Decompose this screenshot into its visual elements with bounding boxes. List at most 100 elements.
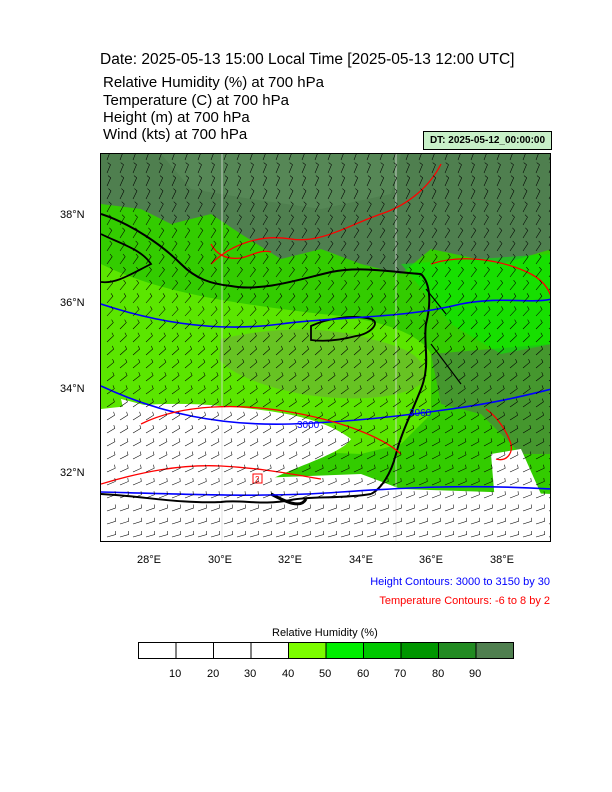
wind-barb xyxy=(418,464,428,473)
wind-barb xyxy=(236,385,245,395)
wind-barb xyxy=(210,240,217,252)
wind-barb xyxy=(405,188,411,200)
wind-barb xyxy=(301,385,310,395)
wind-barb xyxy=(288,464,298,473)
wind-barb xyxy=(262,411,271,421)
wind-barb xyxy=(262,162,267,174)
wind-barb xyxy=(457,530,467,538)
wind-barb xyxy=(522,517,532,525)
wind-barb xyxy=(171,372,180,382)
wind-barb xyxy=(236,451,246,460)
wind-barb xyxy=(444,398,453,408)
wind-barb xyxy=(275,293,283,304)
wind-barb xyxy=(444,504,454,512)
colorbar-box-8 xyxy=(438,642,477,659)
wind-barb xyxy=(496,504,506,512)
wind-barb xyxy=(171,175,177,187)
wind-barb xyxy=(197,227,204,239)
wind-barb xyxy=(106,398,115,408)
wind-barb xyxy=(392,154,396,161)
wind-barb xyxy=(353,201,359,213)
wind-barb xyxy=(210,345,219,356)
wind-barb xyxy=(496,293,504,304)
wind-barb xyxy=(301,253,308,265)
wind-barb xyxy=(327,293,335,304)
wind-barb xyxy=(106,438,116,447)
wind-barb xyxy=(249,293,257,304)
wind-barb xyxy=(106,240,113,252)
wind-barb xyxy=(145,504,155,512)
wind-barb xyxy=(496,425,506,434)
wind-barb xyxy=(236,227,243,239)
wind-barb xyxy=(301,425,311,434)
wind-barb xyxy=(509,306,517,317)
wind-barb xyxy=(106,372,115,382)
wind-barb xyxy=(366,438,376,447)
rh-region-dry-west xyxy=(121,399,196,426)
wind-barb xyxy=(522,266,529,278)
wind-barb xyxy=(236,504,246,512)
wind-barb xyxy=(405,332,413,343)
wind-barb xyxy=(405,345,414,356)
wind-barb xyxy=(145,425,155,434)
wind-barb xyxy=(288,266,295,278)
wind-barb xyxy=(392,240,399,252)
wind-barb xyxy=(236,306,244,317)
wind-barb xyxy=(444,358,453,369)
wind-barb xyxy=(340,451,350,460)
temp-contour-north xyxy=(210,163,442,265)
wind-barb xyxy=(483,332,491,343)
colorbar-label-10: 10 xyxy=(169,668,182,680)
wind-barb xyxy=(301,491,311,499)
wind-barb xyxy=(106,188,112,200)
wind-barb xyxy=(171,306,179,317)
wind-barb xyxy=(509,425,519,434)
wind-barb xyxy=(249,358,258,369)
wind-barb xyxy=(210,464,220,473)
colorbar-label-20: 20 xyxy=(207,668,220,680)
wind-barb xyxy=(483,253,490,265)
wind-barb xyxy=(496,214,502,226)
wind-barb xyxy=(249,345,258,356)
wind-barb xyxy=(210,154,214,161)
wind-barb xyxy=(314,345,323,356)
wind-barb xyxy=(275,517,285,525)
lon-label-34e: 34°E xyxy=(349,554,373,566)
wind-barb xyxy=(236,517,246,525)
colorbar-box-3 xyxy=(250,642,289,659)
wind-barb xyxy=(470,175,476,187)
wind-barb xyxy=(470,162,475,174)
wind-barb xyxy=(145,253,152,265)
wind-barb xyxy=(184,385,193,395)
wind-barb xyxy=(132,188,138,200)
wind-barb xyxy=(314,175,320,187)
wind-barb xyxy=(470,214,476,226)
wind-barb xyxy=(444,464,454,473)
wind-barb xyxy=(483,240,490,252)
wind-barb xyxy=(366,345,375,356)
wind-barb xyxy=(288,411,297,421)
wind-barb xyxy=(340,345,349,356)
wind-barb xyxy=(236,477,246,486)
wind-barb xyxy=(509,240,516,252)
wind-barb xyxy=(236,240,243,252)
wind-barb xyxy=(366,332,374,343)
wind-barb xyxy=(275,398,284,408)
wind-barb xyxy=(158,154,162,161)
wind-barb xyxy=(314,517,324,525)
wind-barb xyxy=(392,253,399,265)
wind-barb xyxy=(262,491,272,499)
wind-barb xyxy=(522,162,527,174)
wind-barb xyxy=(327,491,337,499)
wind-barb xyxy=(132,293,140,304)
wind-barb xyxy=(509,464,519,473)
wind-barb xyxy=(314,504,324,512)
wind-barb xyxy=(288,477,298,486)
wind-barb xyxy=(158,491,168,499)
wind-barb xyxy=(327,358,336,369)
wind-barb xyxy=(197,464,207,473)
wind-barb xyxy=(249,425,259,434)
wind-barb xyxy=(522,214,528,226)
wind-barb xyxy=(314,491,324,499)
wind-barb xyxy=(106,345,115,356)
